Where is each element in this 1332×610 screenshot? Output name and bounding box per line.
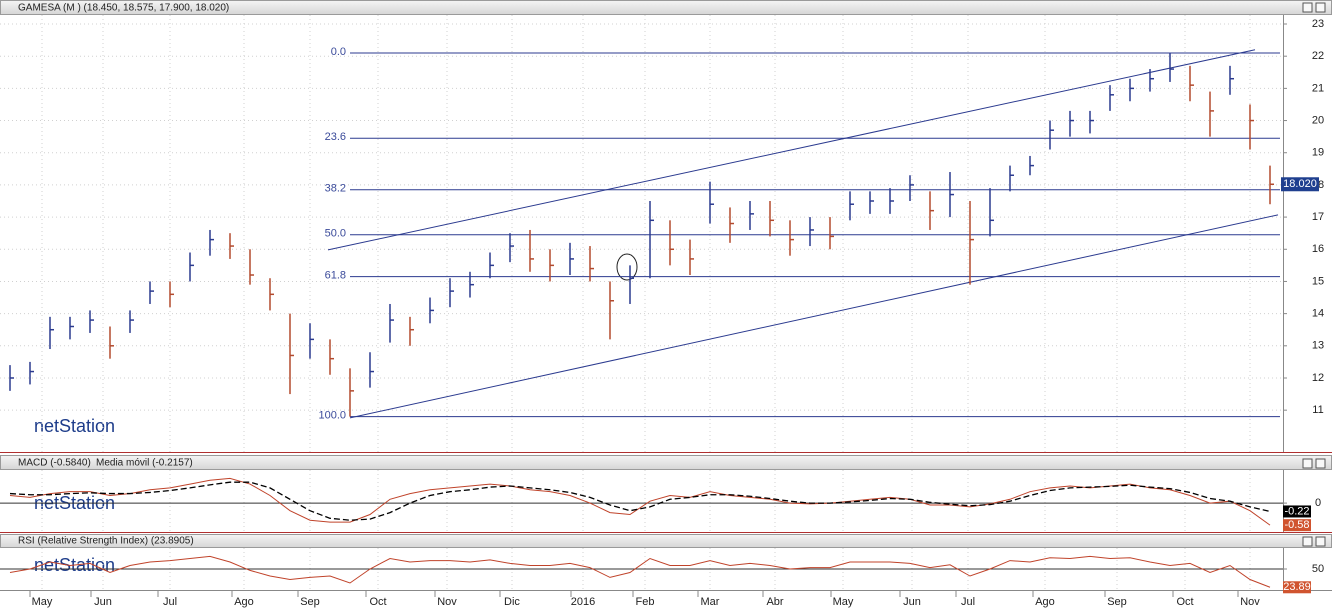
x-tick-label: Nov	[437, 596, 457, 608]
y-tick-label: 22	[1312, 50, 1324, 62]
x-tick-label: Ago	[1035, 596, 1055, 608]
fib-label: 38.2	[325, 183, 346, 195]
panel-title: RSI (Relative Strength Index) (23.8905)	[18, 536, 194, 547]
fib-label: 100.0	[318, 410, 346, 422]
x-tick-label: May	[833, 596, 854, 608]
x-tick-label: Abr	[766, 596, 783, 608]
minimize-button[interactable]	[1302, 536, 1313, 547]
last-price-label: 18.020	[1283, 178, 1317, 190]
y-tick-label: 23	[1312, 18, 1324, 30]
series-line	[9, 477, 1271, 526]
minimize-button[interactable]	[1302, 2, 1313, 13]
last-value-label: -0.22	[1284, 505, 1309, 517]
y-tick-label: 15	[1312, 275, 1324, 287]
x-tick-label: Mar	[701, 596, 720, 608]
x-tick-label: Jun	[903, 596, 921, 608]
watermark: netStation	[34, 416, 115, 436]
x-tick-label: Ago	[234, 596, 254, 608]
y-tick-label: 12	[1312, 372, 1324, 384]
y-tick-label: 16	[1312, 243, 1324, 255]
x-tick-label: Jul	[163, 596, 177, 608]
panel-subtitle: Media móvil (-0.2157)	[96, 458, 193, 469]
chart-title: GAMESA (M ) (18.450, 18.575, 17.900, 18.…	[18, 3, 229, 14]
last-value-box	[1283, 581, 1311, 594]
y-tick-label: 13	[1312, 340, 1324, 352]
x-tick-label: Nov	[1240, 596, 1260, 608]
y-tick-label: 50	[1312, 563, 1324, 575]
y-tick-label: 14	[1312, 308, 1324, 320]
panel-header	[0, 534, 1332, 548]
maximize-button[interactable]	[1315, 536, 1326, 547]
y-tick-label: 20	[1312, 114, 1324, 126]
x-tick-label: Sep	[1107, 596, 1127, 608]
last-value-label: 23.89	[1283, 581, 1311, 593]
x-tick-label: May	[32, 596, 53, 608]
trend-line	[349, 214, 1279, 419]
fib-label: 61.8	[325, 270, 346, 282]
y-tick-label: 0	[1315, 497, 1321, 509]
trend-line	[327, 49, 1256, 251]
fib-label: 23.6	[325, 131, 346, 143]
maximize-button[interactable]	[1315, 2, 1326, 13]
last-value-label: -0.58	[1284, 519, 1309, 531]
y-tick-label: 17	[1312, 211, 1324, 223]
x-tick-label: Jul	[961, 596, 975, 608]
x-tick-label: Sep	[300, 596, 320, 608]
x-tick-label: 2016	[571, 596, 595, 608]
y-tick-label: 19	[1312, 147, 1324, 159]
x-tick-label: Oct	[1176, 596, 1193, 608]
series-line	[9, 481, 1271, 521]
series-line	[9, 555, 1271, 588]
last-value-box	[1283, 519, 1311, 532]
maximize-button[interactable]	[1315, 458, 1326, 469]
annotation-ellipse	[616, 253, 638, 281]
x-tick-label: Oct	[369, 596, 386, 608]
x-tick-label: Dic	[504, 596, 520, 608]
last-value-box	[1283, 505, 1311, 518]
last-price-box	[1281, 177, 1319, 192]
window-buttons[interactable]	[1302, 2, 1326, 547]
x-tick-label: Jun	[94, 596, 112, 608]
panel-title: MACD (-0.5840)	[18, 458, 91, 469]
minimize-button[interactable]	[1302, 458, 1313, 469]
fib-label: 0.0	[331, 46, 346, 58]
x-tick-label: Feb	[636, 596, 655, 608]
y-tick-label: 21	[1312, 82, 1324, 94]
panel-header	[0, 455, 1332, 470]
y-tick-label: 11	[1312, 404, 1323, 416]
fib-label: 50.0	[325, 228, 346, 240]
